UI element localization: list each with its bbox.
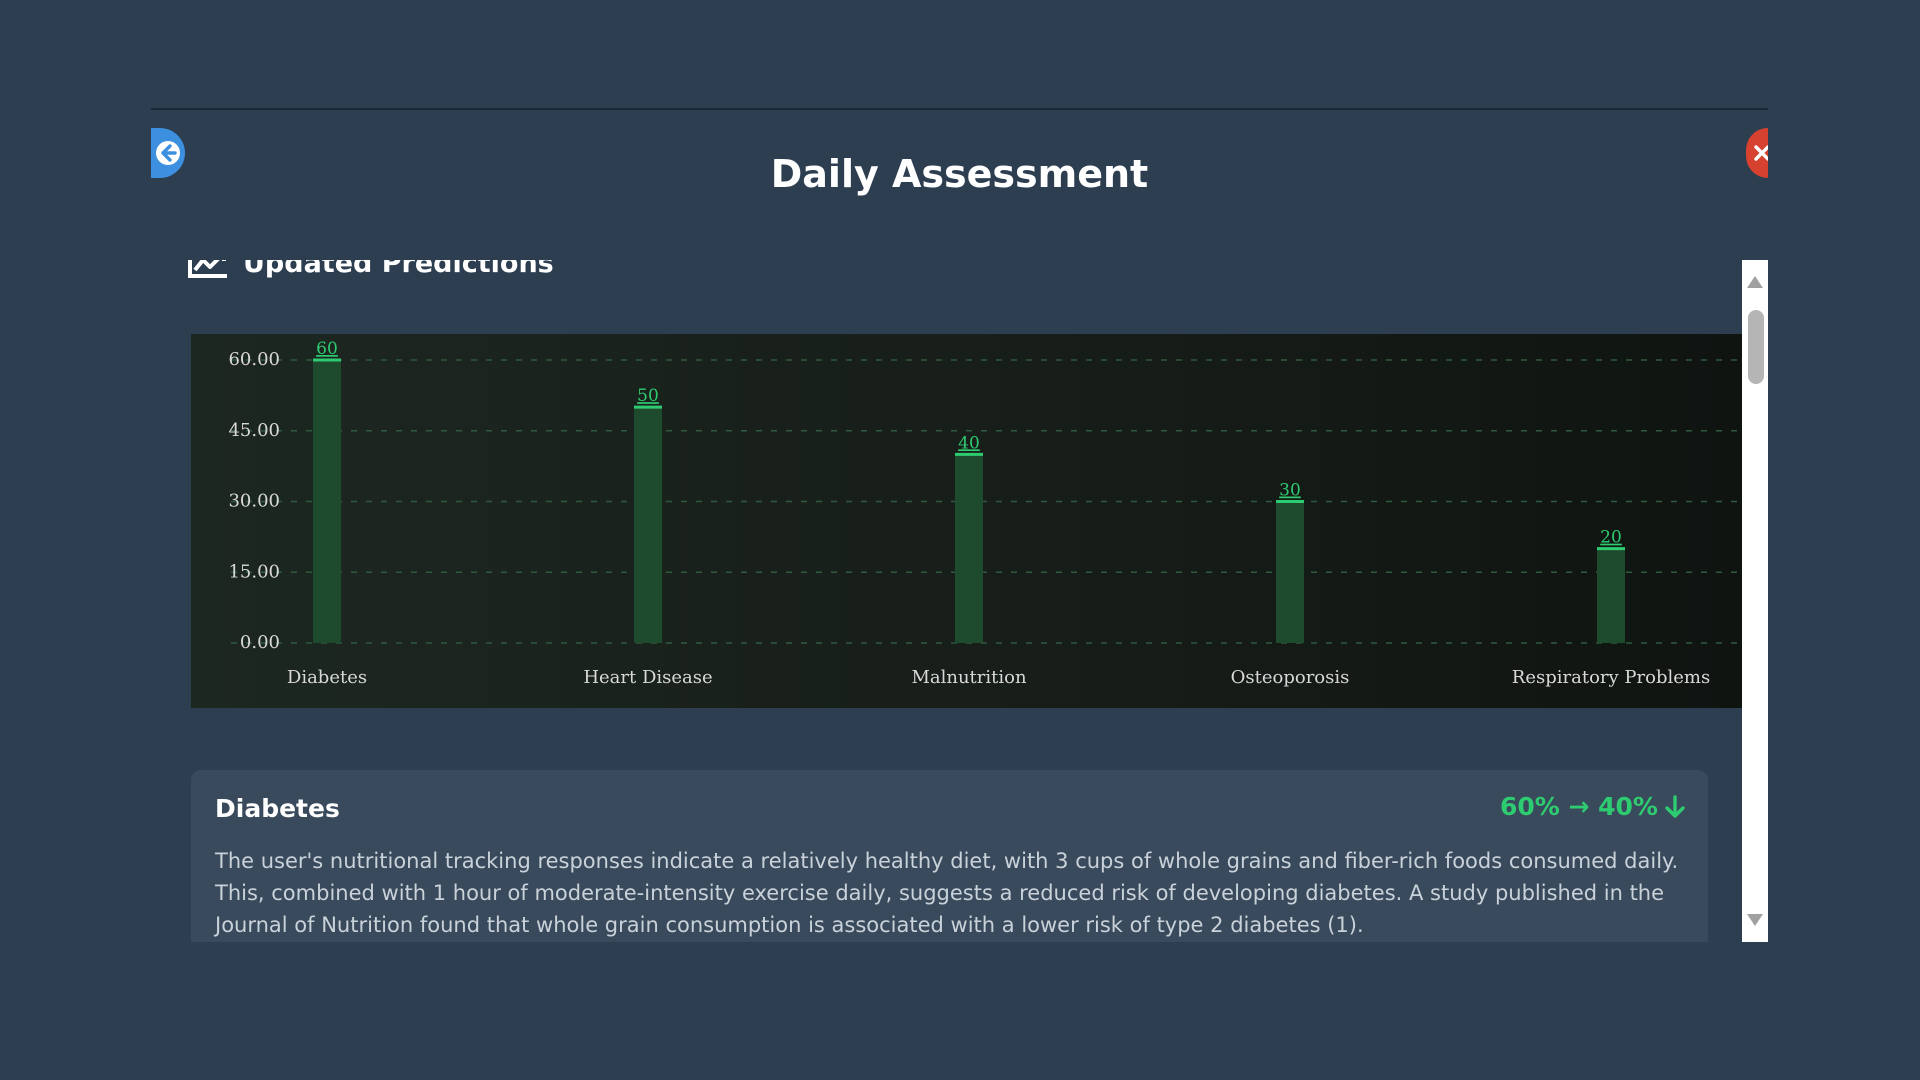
bar-chart: 0.00 15.00 30.00 45.00 60.00 60 Diabetes 50 Hear… — [228, 339, 1742, 688]
bar — [955, 454, 983, 643]
section-header: Updated Predictions — [187, 260, 554, 280]
data-label: 20 — [1600, 528, 1622, 548]
card-title: Diabetes — [215, 794, 340, 823]
prediction-card: Diabetes 60% → 40% The user's nutritiona… — [191, 770, 1708, 942]
y-tick-label: 0.00 — [240, 632, 280, 653]
back-button[interactable] — [151, 128, 185, 178]
scroll-down-arrow[interactable] — [1747, 914, 1763, 926]
close-icon — [1754, 145, 1768, 161]
bar — [313, 360, 341, 643]
category-label: Respiratory Problems — [1512, 667, 1710, 688]
y-tick-label: 60.00 — [228, 349, 280, 370]
scroll-up-arrow[interactable] — [1747, 276, 1763, 288]
scroll-content[interactable]: Updated Predictions 0.00 15.00 30.00 45.00 6… — [151, 260, 1742, 942]
bar — [1276, 501, 1304, 643]
y-tick-label: 15.00 — [228, 561, 280, 582]
data-label: 50 — [637, 386, 659, 406]
scrollbar[interactable] — [1742, 260, 1768, 942]
data-label: 60 — [316, 339, 338, 359]
arrow-down-icon — [1665, 794, 1685, 818]
category-label: Malnutrition — [911, 667, 1027, 688]
category-label: Heart Disease — [583, 667, 712, 688]
chart-line-icon — [188, 260, 227, 278]
arrow-left-icon — [156, 141, 180, 165]
bar — [1597, 548, 1625, 643]
data-label: 40 — [958, 433, 980, 453]
y-tick-label: 45.00 — [228, 420, 280, 441]
page-title: Daily Assessment — [770, 152, 1149, 196]
risk-change: 60% → 40% — [1500, 792, 1686, 821]
category-label: Diabetes — [287, 667, 367, 688]
card-description: The user's nutritional tracking response… — [215, 849, 1679, 937]
section-title: Updated Predictions — [243, 260, 554, 279]
scroll-thumb[interactable] — [1748, 310, 1764, 384]
predictions-chart: 0.00 15.00 30.00 45.00 60.00 60 Diabetes 50 Hear… — [191, 334, 1742, 708]
category-label: Osteoporosis — [1231, 667, 1350, 688]
data-label: 30 — [1279, 481, 1301, 501]
risk-change-text: 60% → 40% — [1499, 792, 1658, 821]
assessment-panel: Daily Assessment Updated Predictions 0.0… — [151, 108, 1768, 944]
bar — [634, 407, 662, 643]
y-tick-label: 30.00 — [228, 491, 280, 512]
close-button[interactable] — [1746, 128, 1768, 178]
